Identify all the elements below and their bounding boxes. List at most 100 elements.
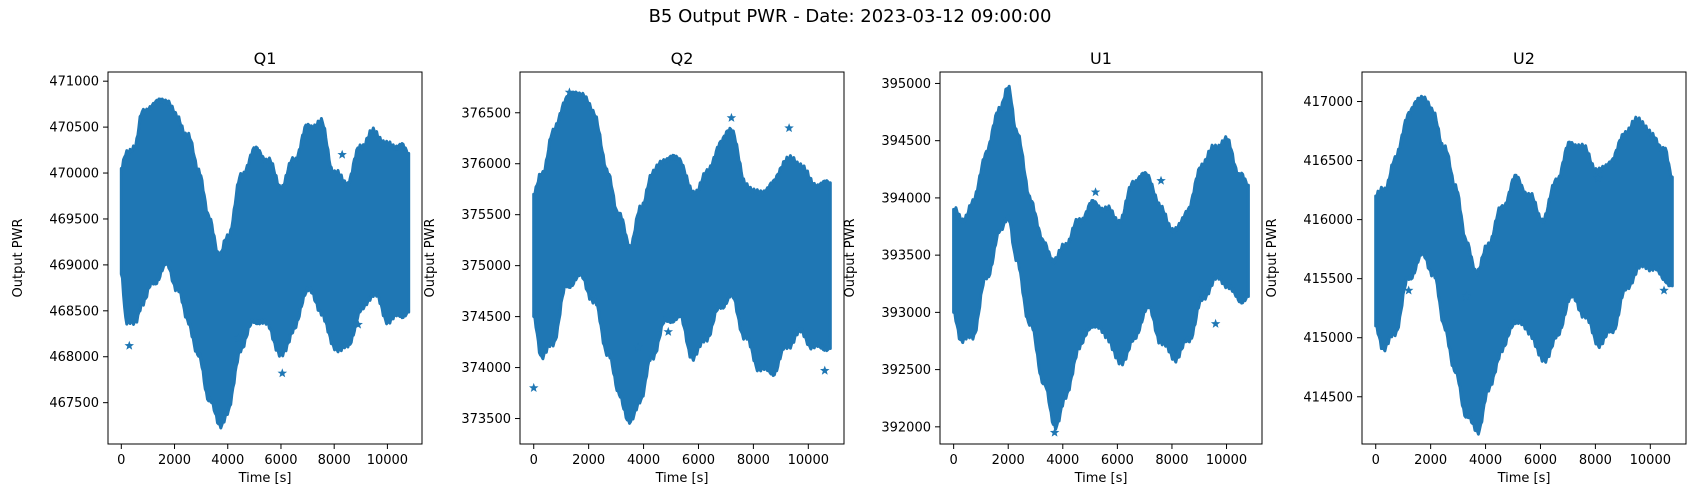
subplot-q2-ylabel: Output PWR xyxy=(423,218,438,297)
subplot-u2-xtick-label: 6000 xyxy=(1524,453,1557,468)
subplot-u2-ytick-label: 415000 xyxy=(1303,331,1353,346)
subplot-u1-axes-frame xyxy=(939,71,1263,445)
subplot-q1: 0 2000 4000 6000 8000 10000 467500 468000 468500… xyxy=(11,49,423,486)
subplot-u1-data xyxy=(952,84,1250,437)
subplot-u1-outlier-point-1 xyxy=(1156,175,1166,185)
subplot-q1-outlier-point-0 xyxy=(124,340,134,350)
subplot-u2-ytick-label: 414500 xyxy=(1303,390,1353,405)
subplot-q1-data xyxy=(119,97,411,430)
subplot-u1-ytick-label: 392500 xyxy=(881,363,931,378)
subplot-q2-outlier-point-5 xyxy=(663,326,673,336)
subplot-u2-xtick-label: 0 xyxy=(1372,453,1380,468)
subplot-q1-axes-frame xyxy=(107,71,423,445)
subplot-u1-ytick-label: 393000 xyxy=(881,306,931,321)
subplot-u1-point-band xyxy=(952,84,1250,431)
subplot-q1-ylabel: Output PWR xyxy=(11,218,26,297)
subplot-q1-xtick-label: 2000 xyxy=(158,453,191,468)
subplot-q2-point-band xyxy=(532,90,832,425)
subplot-u1-ytick-label: 393500 xyxy=(881,249,931,264)
subplot-q1-outlier-point-4 xyxy=(337,149,347,159)
subplot-u2-outlier-point-1 xyxy=(1403,285,1414,295)
subplot-u2-data xyxy=(1374,94,1674,436)
subplot-q1-xtick-label: 0 xyxy=(117,453,125,468)
subplot-u1-xtick-label: 10000 xyxy=(1206,453,1247,468)
subplot-q1-xtick-label: 10000 xyxy=(367,453,408,468)
subplot-u2-xtick-label: 8000 xyxy=(1579,453,1612,468)
subplot-u2-outlier-point-2 xyxy=(1593,173,1603,183)
subplot-q2-ytick-label: 376500 xyxy=(461,106,511,121)
subplot-q2-ytick-label: 374500 xyxy=(461,310,511,325)
subplot-q2-xtick-label: 10000 xyxy=(788,453,829,468)
subplot-u2-ytick-label: 417000 xyxy=(1303,95,1353,110)
subplot-q2-xtick-label: 4000 xyxy=(627,453,660,468)
subplot-u1-ytick-label: 394000 xyxy=(881,191,931,206)
subplot-q2-ytick-label: 375000 xyxy=(461,259,511,274)
subplot-u1-xtick-label: 6000 xyxy=(1101,453,1134,468)
subplot-q2-ytick-label: 376000 xyxy=(461,157,511,172)
subplot-u2-title: U2 xyxy=(1513,49,1535,68)
subplot-u1-xlabel: Time [s] xyxy=(1074,471,1128,486)
subplot-u1-outlier-point-0 xyxy=(1090,187,1101,197)
subplot-q1-xtick-label: 4000 xyxy=(211,453,244,468)
subplot-u1-title: U1 xyxy=(1090,49,1112,68)
subplot-u1-ytick-label: 392000 xyxy=(881,420,931,435)
subplot-u1-outlier-point-2 xyxy=(1049,427,1060,437)
subplot-q2: 0 2000 4000 6000 8000 10000 373500 374000 374500… xyxy=(423,49,845,486)
subplot-u2-xtick-label: 4000 xyxy=(1469,453,1502,468)
subplot-u2-ytick-label: 416500 xyxy=(1303,154,1353,169)
subplot-u1: 0 2000 4000 6000 8000 10000 392000 392500 393000… xyxy=(843,49,1263,486)
subplot-q1-outlier-point-1 xyxy=(277,368,288,378)
subplot-q1-xtick-label: 6000 xyxy=(264,453,297,468)
subplot-u2-xlabel: Time [s] xyxy=(1497,471,1551,486)
subplot-u1-xtick-label: 0 xyxy=(950,453,958,468)
subplot-u1-ylabel: Output PWR xyxy=(843,218,858,297)
subplot-u1-ytick-label: 395000 xyxy=(881,77,931,92)
subplot-q2-outlier-point-0 xyxy=(529,382,539,392)
subplot-u2-xtick-label: 10000 xyxy=(1630,453,1671,468)
subplot-q2-xtick-label: 8000 xyxy=(737,453,770,468)
subplot-q1-outlier-point-3 xyxy=(233,333,244,343)
subplot-q1-ytick-label: 471000 xyxy=(49,75,99,90)
subplot-q1-title: Q1 xyxy=(254,49,277,68)
subplot-q2-outlier-point-2 xyxy=(784,123,794,133)
subplot-u2-outlier-point-3 xyxy=(1659,285,1669,295)
subplot-u1-xtick-label: 8000 xyxy=(1155,453,1188,468)
subplot-q2-outlier-point-1 xyxy=(726,112,737,122)
subplot-q2-ytick-label: 375500 xyxy=(461,208,511,223)
subplot-u2-ytick-label: 415500 xyxy=(1303,272,1353,287)
subplot-q1-point-band xyxy=(119,97,411,430)
subplot-q2-outlier-point-3 xyxy=(633,342,643,352)
subplot-q2-xtick-label: 2000 xyxy=(572,453,605,468)
subplot-q1-ytick-label: 470500 xyxy=(49,121,99,136)
subplot-u2-point-band xyxy=(1374,94,1674,436)
subplot-q1-ytick-label: 467500 xyxy=(49,396,99,411)
subplot-q1-ytick-label: 469000 xyxy=(49,258,99,273)
subplot-u2: 0 2000 4000 6000 8000 10000 414500 415000 415500… xyxy=(1265,49,1687,486)
subplot-q1-xlabel: Time [s] xyxy=(238,471,292,486)
subplot-q2-title: Q2 xyxy=(671,49,694,68)
subplot-u2-outlier-point-0 xyxy=(1461,291,1472,301)
subplot-q2-data xyxy=(529,87,832,425)
subplot-u1-ytick-label: 394500 xyxy=(881,134,931,149)
subplot-u1-xtick-label: 4000 xyxy=(1046,453,1079,468)
subplot-q1-outlier-point-2 xyxy=(353,319,363,329)
subplot-q2-ytick-label: 374000 xyxy=(461,361,511,376)
subplot-q1-ytick-label: 470000 xyxy=(49,167,99,182)
figure-title: B5 Output PWR - Date: 2023-03-12 09:00:0… xyxy=(648,6,1052,27)
subplot-q2-xtick-label: 0 xyxy=(530,453,538,468)
subplot-u1-xtick-label: 2000 xyxy=(992,453,1025,468)
subplot-u2-axes-frame xyxy=(1361,71,1687,445)
subplot-q2-xlabel: Time [s] xyxy=(655,471,709,486)
subplot-u2-xtick-label: 2000 xyxy=(1414,453,1447,468)
subplot-q1-ytick-label: 468000 xyxy=(49,350,99,365)
subplot-q2-xtick-label: 6000 xyxy=(682,453,715,468)
subplot-q2-ytick-label: 373500 xyxy=(461,412,511,427)
subplot-q2-outlier-point-4 xyxy=(820,365,830,375)
subplot-q1-xtick-label: 8000 xyxy=(318,453,351,468)
subplot-q2-axes-frame xyxy=(519,71,845,445)
subplot-u2-ytick-label: 416000 xyxy=(1303,213,1353,228)
subplot-q2-outlier-point-6 xyxy=(564,87,575,97)
subplot-q1-ytick-label: 468500 xyxy=(49,304,99,319)
